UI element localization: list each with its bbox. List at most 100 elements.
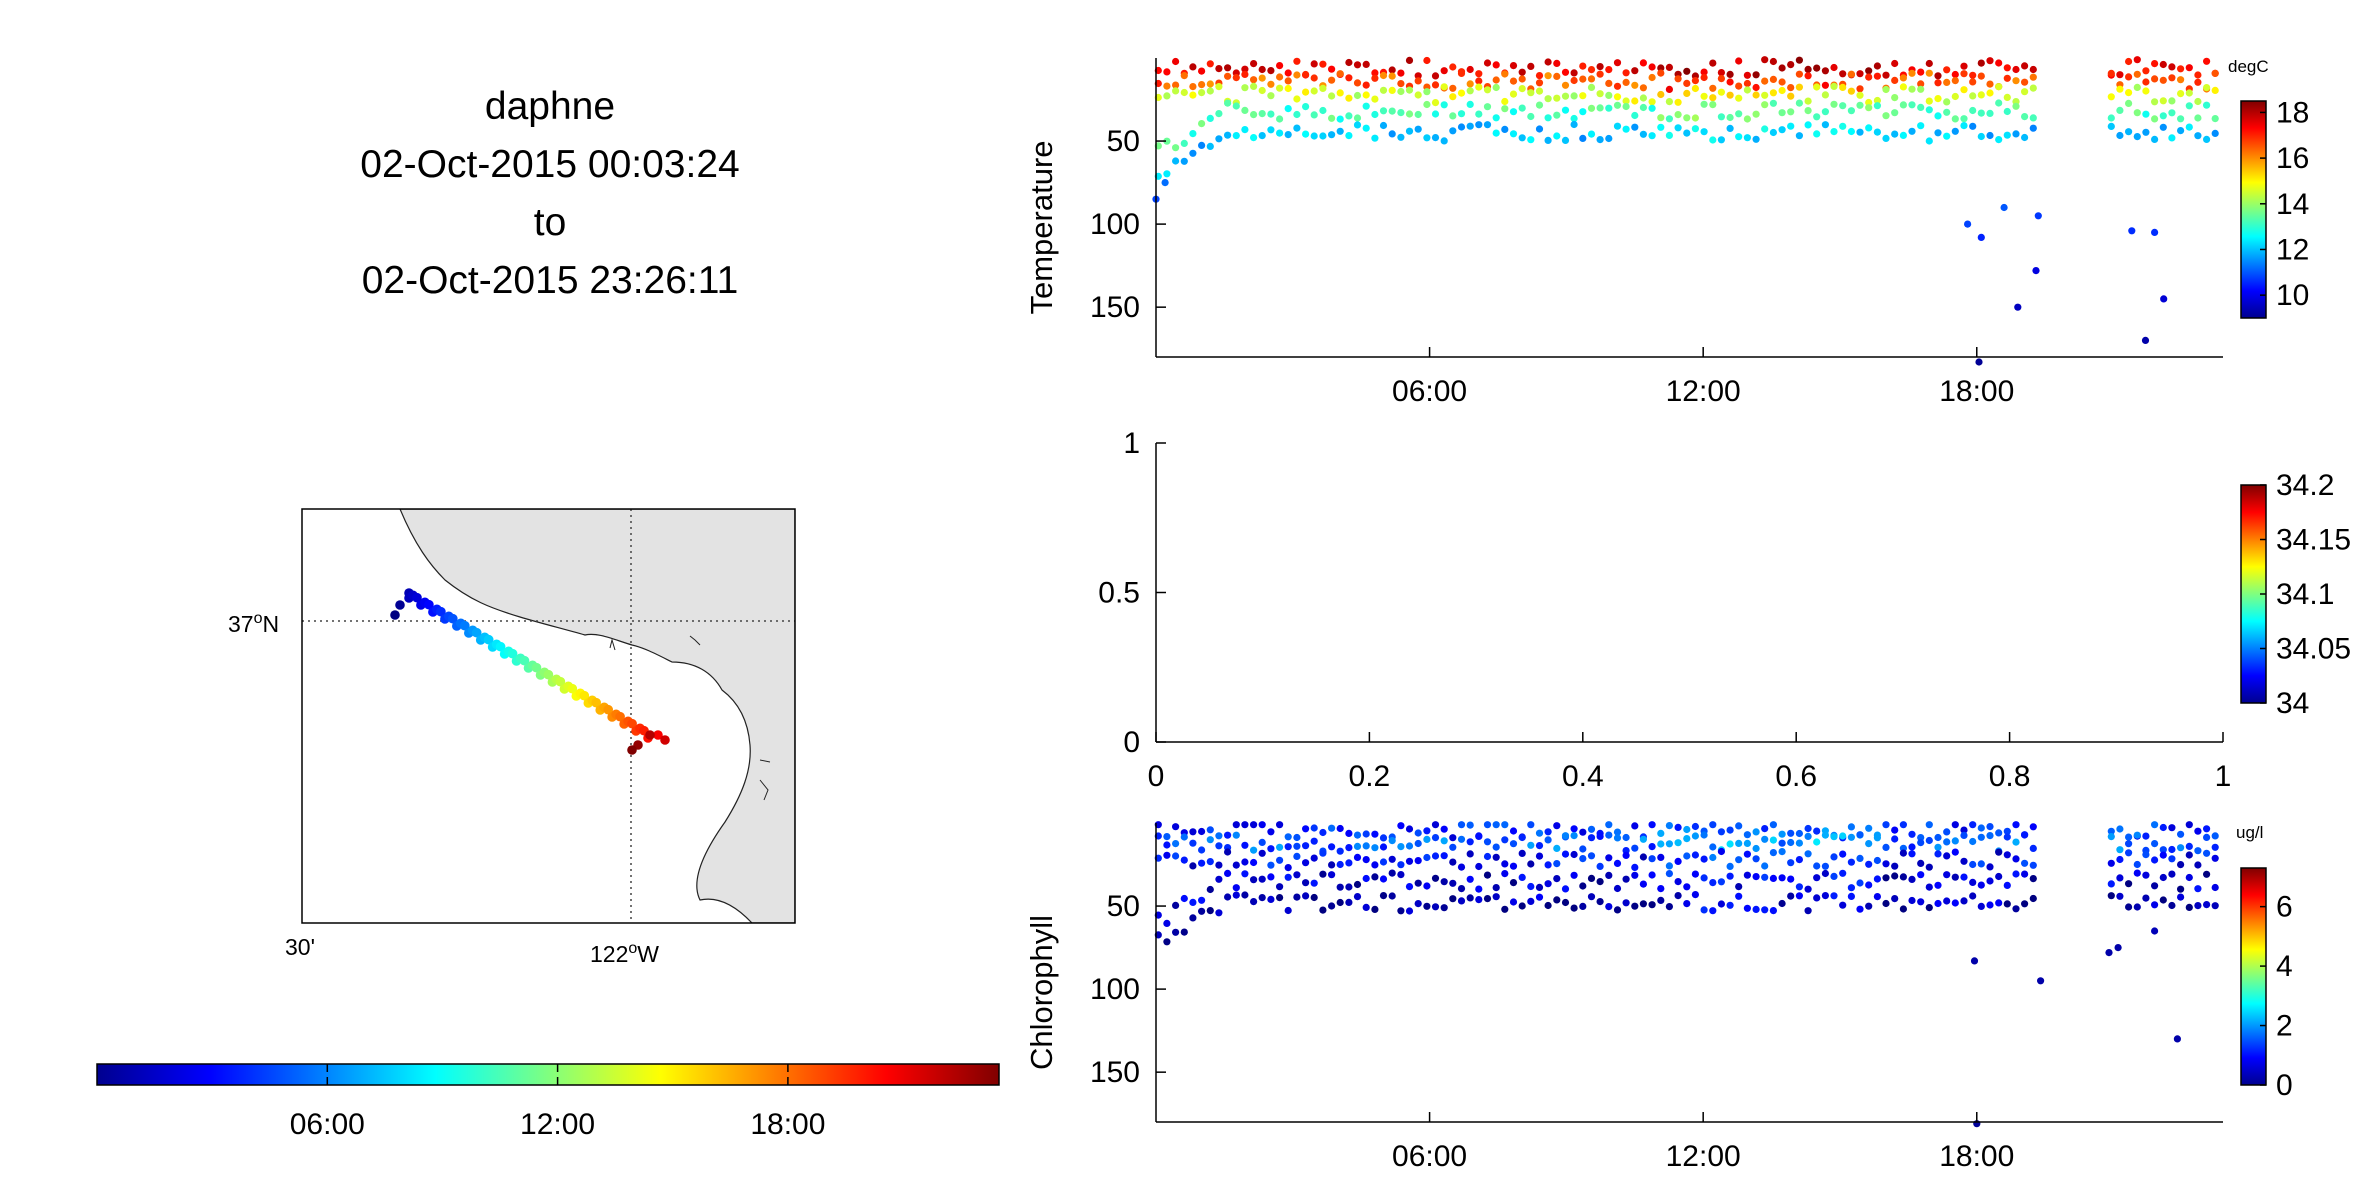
data-point [1232,821,1240,829]
data-point [1899,821,1907,829]
data-point [1717,75,1725,83]
data-point [2003,881,2011,890]
data-point [1535,72,1544,80]
data-point [1960,873,1968,881]
data-point [1769,128,1777,137]
data-point [1683,852,1691,860]
data-point [1882,112,1890,120]
data-point [1726,91,1734,99]
data-point [1735,133,1743,141]
data-point [1501,821,1509,829]
data-point [1258,132,1266,140]
data-point [1163,833,1171,841]
data-point [1613,834,1622,842]
data-point [1475,83,1483,91]
data-point [1726,840,1734,848]
data-point [2105,949,2113,957]
data-point [1735,82,1743,90]
data-point [1839,901,1847,909]
data-point [1492,61,1500,69]
data-point [1665,115,1673,123]
data-point [1622,78,1630,86]
data-point [1397,822,1405,830]
data-point [1934,79,1942,87]
data-point [1709,853,1717,862]
colorbar-tick-label: 0 [2276,1069,2293,1102]
data-point [1206,114,1214,122]
data-point [1648,63,1656,71]
data-point [1769,907,1777,915]
data-point [2029,114,2037,122]
data-point [2142,871,2150,879]
data-point [1319,106,1327,115]
data-point [2211,883,2219,892]
data-point [2151,135,2159,143]
data-point [1527,89,1535,97]
data-point [1241,870,1249,878]
data-point [1665,63,1673,71]
data-point [1778,64,1786,72]
data-point [1362,60,1370,68]
data-point [2194,827,2202,835]
data-point [1986,109,1994,117]
data-point [2125,89,2133,97]
data-point [1198,141,1206,149]
data-point [1908,69,1916,77]
data-point [1847,70,1855,78]
data-point [2107,93,2115,101]
data-point [1336,89,1344,97]
data-point [2159,97,2167,105]
data-point [1276,62,1284,70]
data-point [1561,850,1570,858]
data-point [1163,137,1171,145]
data-point [2125,57,2133,66]
data-point [2168,901,2176,910]
data-point [1674,75,1682,83]
data-point [1674,111,1682,119]
data-point [2194,885,2202,893]
data-point [1224,131,1232,139]
data-point [1371,861,1379,869]
data-point [2021,78,2029,86]
data-point [1362,842,1370,850]
data-point [1198,859,1206,867]
colorbar-tick-label: 6 [2276,891,2293,924]
data-point [1951,848,1959,856]
data-point [2003,900,2011,908]
data-point [2116,825,2124,833]
data-point [1908,830,1916,838]
data-point [1587,825,1596,833]
data-point [1839,102,1847,110]
data-point [1336,847,1344,855]
data-point [1821,81,1829,89]
data-point [2107,880,2115,888]
data-point [1319,84,1327,92]
data-point [1388,892,1396,900]
data-point [1891,130,1899,138]
data-point [2142,78,2150,86]
data-point [1379,121,1388,130]
data-point [1224,831,1232,839]
y-tick-label: 100 [1090,208,1140,241]
data-point [1345,898,1353,907]
data-point [1596,104,1604,112]
data-point [1951,70,1959,79]
data-point [1856,85,1864,93]
data-point [2211,902,2219,910]
data-point [1882,85,1890,94]
data-point [1163,92,1171,100]
data-point [1553,59,1561,67]
data-point [1362,91,1370,99]
y-tick-label: 0 [1123,726,1140,759]
data-point [1518,104,1526,112]
y-tick-label: 150 [1090,1056,1140,1089]
data-point [2012,65,2020,74]
data-point [1613,859,1622,868]
data-point [1258,86,1266,95]
data-point [1683,825,1691,834]
data-point [2021,113,2029,121]
data-point [1161,179,1169,187]
data-point [1457,863,1466,871]
data-point [1960,831,1968,840]
data-point [1709,94,1717,102]
